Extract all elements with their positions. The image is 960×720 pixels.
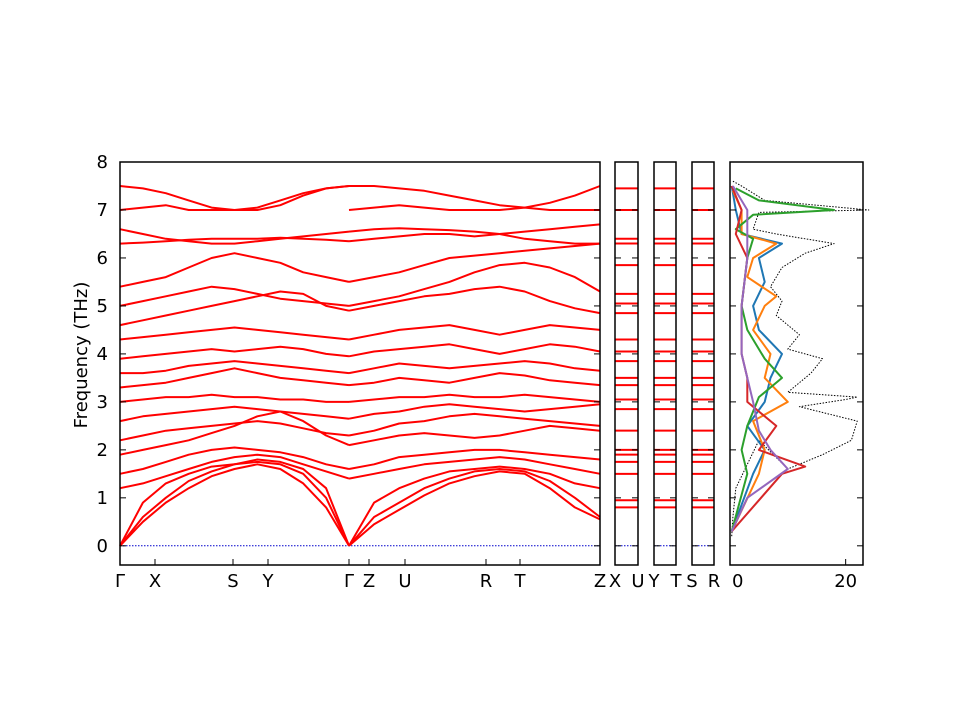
phonon-band [348, 393, 601, 403]
phonon-band [348, 343, 601, 358]
x-tick-label: U [631, 571, 644, 592]
phonon-band [348, 261, 601, 307]
phonon-band [348, 223, 601, 243]
phonon-band [119, 393, 349, 403]
dos-panel: 0 20 [729, 161, 870, 592]
x-tick-label: Y [262, 571, 275, 592]
phonon-band [119, 463, 350, 547]
y-tick-label: 5 [97, 296, 108, 317]
phonon-band [348, 185, 601, 211]
phonon-band [348, 285, 601, 315]
phonon-band [119, 446, 350, 475]
x-tick-label: Γ [344, 571, 354, 592]
x-tick-label: Z [363, 571, 375, 592]
phonon-band [119, 326, 350, 341]
dos-curve [731, 180, 870, 537]
phonon-band [348, 360, 601, 375]
phonon-band [119, 285, 350, 307]
y-tick-label: 2 [97, 440, 108, 461]
phonon-band [348, 465, 601, 547]
panel-frame [691, 161, 715, 566]
phonon-band [119, 460, 350, 547]
phonon-band [119, 410, 350, 456]
phonon-band [348, 470, 601, 547]
phonon-band [349, 185, 600, 211]
x-tick-label: T [514, 571, 527, 592]
x-tick-label: U [398, 571, 411, 592]
panel-frame [729, 161, 864, 566]
x-tick-label: Γ [115, 571, 125, 592]
x-tick-label: Z [594, 571, 606, 592]
y-axis-title: Frequency (THz) [71, 282, 92, 429]
y-tick-labels: 0 1 2 3 4 5 6 7 8 [97, 152, 108, 557]
phonon-band [348, 227, 600, 245]
phonon-band [119, 420, 350, 442]
phonon-band [348, 468, 601, 547]
dos-curve [730, 190, 789, 532]
y-tick-label: 1 [97, 488, 108, 509]
phonon-band [119, 236, 350, 245]
panel-frame [614, 161, 639, 566]
phonon-band [119, 228, 350, 245]
x-tick-label: X [149, 571, 161, 592]
y-tick-label: 8 [97, 152, 108, 173]
panel-frame [119, 161, 601, 566]
phonon-band [119, 185, 350, 211]
phonon-band [119, 453, 350, 490]
phonon-band [348, 456, 601, 480]
y-tick-label: 3 [97, 392, 108, 413]
y-tick-label: 6 [97, 248, 108, 269]
phonon-band [348, 403, 601, 420]
x-tick-label: Y [648, 571, 661, 592]
phonon-band [119, 367, 350, 389]
x-tick-label: S [227, 571, 238, 592]
phonon-band [119, 345, 350, 360]
phonon-band [119, 252, 350, 288]
phonon-band [119, 185, 350, 211]
phonon-band [348, 424, 601, 447]
dos-curve [730, 185, 789, 532]
phonon-band [348, 448, 601, 470]
dos-curve [730, 187, 836, 532]
y-tick-label: 4 [97, 344, 108, 365]
phonon-band [348, 372, 601, 387]
phonon-band [120, 360, 350, 375]
phonon-band [119, 290, 350, 327]
x-tick-label: S [686, 571, 697, 592]
phonon-band [348, 324, 601, 341]
x-tick-label: X [609, 571, 621, 592]
x-tick-label: 0 [732, 571, 743, 592]
y-tick-label: 0 [97, 536, 108, 557]
phonon-band [119, 405, 350, 423]
x-tick-label: 20 [834, 571, 857, 592]
x-tick-label: R [480, 571, 493, 592]
x-tick-label: T [670, 571, 683, 592]
phonon-band [348, 412, 601, 437]
phonon-band [119, 458, 350, 547]
panel-frame [653, 161, 677, 566]
phonon-band [348, 242, 601, 283]
x-tick-label: R [708, 571, 721, 592]
y-tick-label: 7 [97, 200, 108, 221]
